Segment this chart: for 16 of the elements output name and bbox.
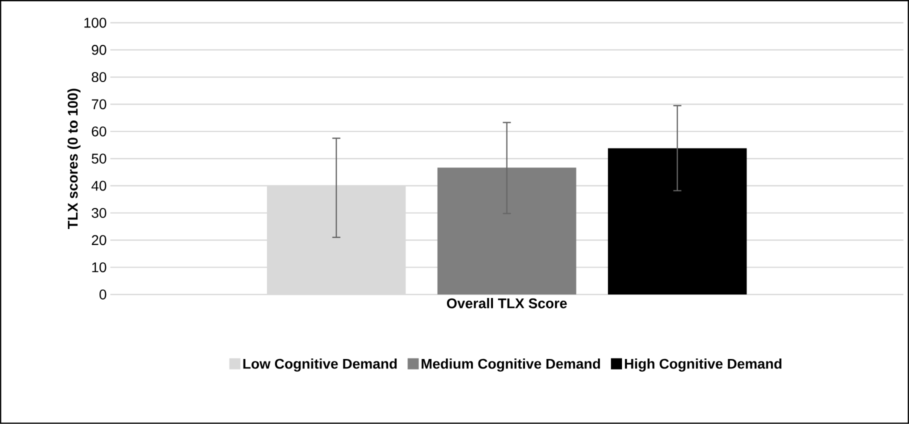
y-tick-label: 10: [92, 262, 106, 272]
x-tick-label: Overall TLX Score: [446, 298, 567, 308]
y-tick-label: 20: [92, 235, 106, 246]
y-tick-label: 50: [92, 154, 106, 164]
legend-label: High Cognitive Demand: [624, 358, 782, 372]
y-tick-label: 60: [92, 126, 106, 136]
y-tick-label: 80: [92, 72, 106, 82]
legend-label: Medium Cognitive Demand: [422, 358, 600, 372]
y-tick-label: 100: [84, 18, 106, 28]
y-tick-label: 30: [92, 208, 106, 218]
y-tick-label: 0: [100, 290, 106, 300]
y-tick-label: 40: [91, 180, 106, 191]
y-tick-label: 70: [92, 99, 106, 110]
legend-label: Low Cognitive Demand: [243, 358, 397, 372]
y-tick-label: 90: [92, 44, 106, 55]
y-axis-title: TLX scores (0 to 100): [67, 88, 80, 230]
